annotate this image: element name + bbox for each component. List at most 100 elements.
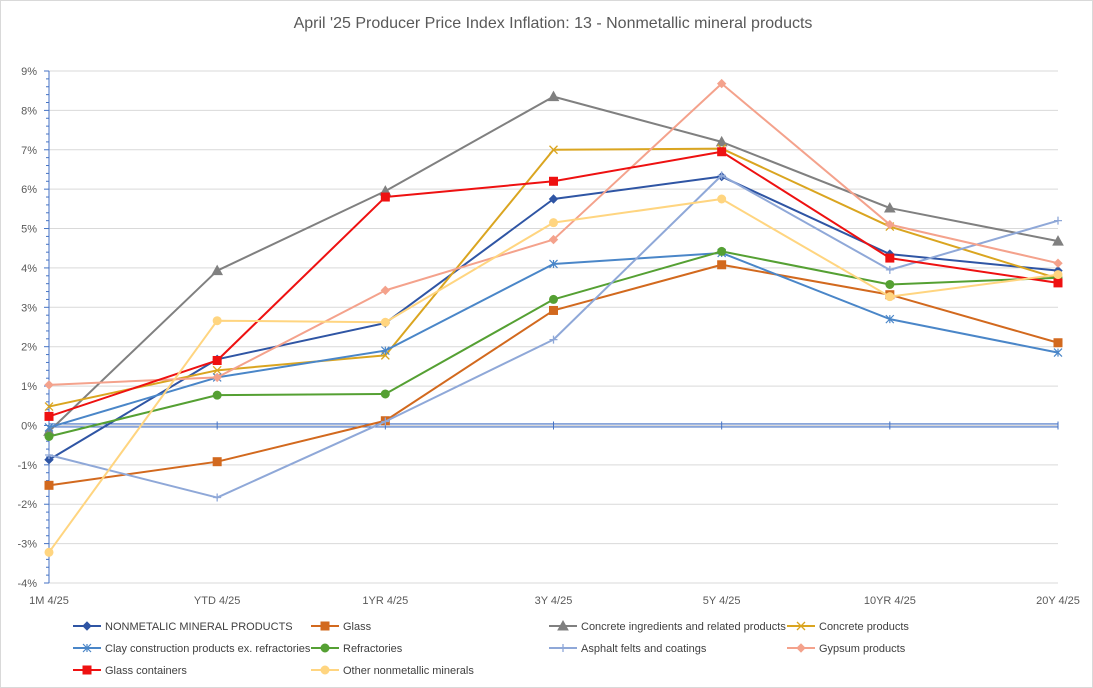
data-point [380,317,390,327]
data-point [44,480,54,490]
data-point [212,316,222,326]
x-tick-label: 1YR 4/25 [362,595,408,607]
y-tick-label: -3% [17,539,37,551]
series-gypsum-products [44,78,1063,390]
series-nonmetalic-mineral-products [44,171,1063,465]
y-tick-label: 6% [21,184,37,196]
legend-label: Gypsum products [819,643,906,655]
legend-swatch-marker [320,643,330,653]
data-point [717,147,727,157]
data-point [885,314,895,324]
series-concrete-ingredients-and-related-products [43,90,1064,436]
legend-label: Clay construction products ex. refractor… [105,643,311,655]
legend-label: Concrete ingredients and related product… [581,621,786,633]
data-point [45,451,53,459]
legend-label: NONMETALIC MINERAL PRODUCTS [105,621,293,633]
y-tick-label: -4% [17,578,37,590]
legend-item: Concrete products [787,621,909,633]
y-tick-label: -1% [17,460,37,472]
data-point [717,194,727,204]
legend-item: Glass containers [73,665,187,677]
legend-swatch-marker [559,644,567,652]
data-point [1052,235,1064,246]
axes: -4% -3% -2% -1% 0% 1% 2% 3% 4% 5% 6% 7% 8% 9% 1M 4/25 Y… [17,66,1079,607]
legend-swatch-marker [557,619,569,631]
gridlines [49,70,1058,584]
series-line [48,198,1059,553]
series-lines [43,78,1064,557]
data-point [885,292,895,302]
legend-item: Asphalt felts and coatings [549,643,707,655]
data-point [548,194,559,204]
data-point [213,493,222,502]
legend-swatch-marker [82,665,92,675]
legend-item: Refractories [311,643,403,655]
data-point [380,285,391,296]
series-asphalt-felts-and-coatings [45,171,1062,502]
data-point [549,145,558,155]
data-point [549,305,558,315]
data-point [885,265,894,274]
legend-item: Gypsum products [787,643,906,655]
legend-item: NONMETALIC MINERAL PRODUCTS [73,621,293,633]
legend-swatch-marker [796,621,806,631]
legend-label: Concrete products [819,621,909,633]
data-point [1054,216,1062,225]
data-point [380,346,390,356]
data-point [212,355,222,365]
legend-swatch-marker [320,621,330,631]
data-point [883,202,896,213]
data-point [548,234,559,245]
data-point [1053,278,1063,288]
legend-swatch-marker [82,621,92,631]
legend: NONMETALIC MINERAL PRODUCTS Glass Concrete… [73,619,909,677]
legend-label: Asphalt felts and coatings [581,643,707,655]
legend-item: Concrete ingredients and related product… [549,619,786,633]
data-point [44,547,54,557]
series-line [48,147,1059,408]
data-point [212,365,222,375]
legend-label: Glass containers [105,665,187,677]
data-point [212,457,222,467]
data-point [1053,270,1063,280]
x-tick-label: 5Y 4/25 [703,595,741,607]
data-point [716,78,727,89]
y-tick-label: 1% [21,381,37,393]
x-tick-label: 20Y 4/25 [1036,595,1080,607]
legend-label: Refractories [343,643,403,655]
data-point [1053,348,1063,358]
data-point [549,176,558,186]
legend-label: Other nonmetallic minerals [343,665,474,677]
data-point [885,219,895,230]
legend-swatch-marker [796,643,806,653]
series-refractories [44,246,1063,441]
data-point [380,389,390,399]
data-point [717,246,727,256]
data-point [885,279,895,289]
x-tick-label: 10YR 4/25 [864,595,916,607]
series-other-nonmetallic-minerals [44,194,1063,557]
legend-swatch-marker [82,643,92,653]
data-point [44,431,54,441]
data-point [44,411,54,421]
y-tick-label: 3% [21,302,37,314]
data-point [549,335,558,344]
data-point [211,264,224,276]
y-tick-label: 9% [21,66,37,78]
data-point [885,253,895,263]
legend-item: Glass [311,621,372,633]
data-point [44,423,54,432]
y-tick-label: 7% [21,145,37,157]
data-point [212,372,222,383]
data-point [1053,338,1063,348]
x-tick-label: YTD 4/25 [194,595,240,607]
data-point [44,380,54,390]
data-point [717,171,726,180]
data-point [549,294,558,304]
legend-item: Clay construction products ex. refractor… [73,643,311,655]
legend-item: Other nonmetallic minerals [311,665,474,677]
y-tick-label: 5% [21,224,37,236]
data-point [44,402,54,412]
